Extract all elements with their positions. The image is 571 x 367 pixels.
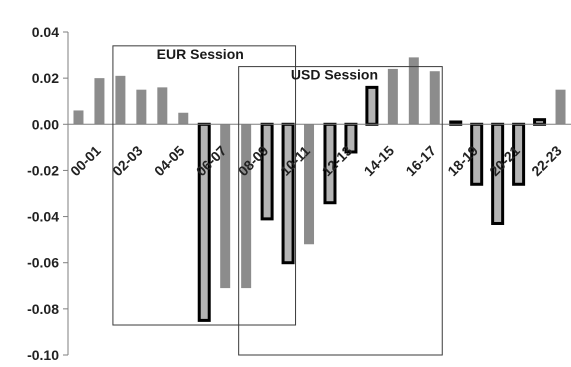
- x-tick-label: 22-23: [528, 142, 565, 179]
- y-tick-label: 0.00: [32, 116, 59, 132]
- x-tick-label: 14-15: [361, 142, 398, 179]
- bar-hour-00: [73, 110, 84, 125]
- bar-hour-23: [555, 89, 566, 125]
- bar-hour-05: [178, 112, 189, 125]
- session-label: USD Session: [291, 67, 378, 83]
- bar-hour-14: [365, 85, 379, 126]
- bar-hour-16: [408, 57, 419, 125]
- bar-hour-07: [220, 124, 231, 289]
- x-tick-label: 16-17: [402, 142, 439, 179]
- bar-hour-17: [429, 71, 440, 125]
- session-boxes: EUR Session USD Session: [112, 45, 443, 356]
- y-tick-label: -0.06: [27, 255, 59, 271]
- session-label: EUR Session: [157, 46, 244, 62]
- bar-hour-04: [157, 87, 168, 125]
- bar-hour-10: [281, 122, 295, 265]
- y-tick-label: -0.10: [27, 347, 59, 363]
- y-tick-label: -0.04: [27, 209, 59, 225]
- y-axis: 0.04 0.02 0.00 -0.02 -0.04 -0.06 -0.08 -0.10: [27, 24, 69, 363]
- bar-hour-08: [241, 124, 252, 289]
- x-tick-label: 00-01: [67, 142, 104, 179]
- bar-hour-22: [533, 118, 547, 126]
- y-tick-label: -0.02: [27, 162, 59, 178]
- bar-hour-09: [260, 122, 274, 221]
- y-tick-label: 0.02: [32, 70, 59, 86]
- y-tick-label: 0.04: [32, 24, 59, 40]
- bars: [73, 57, 566, 322]
- x-tick-label: 04-05: [151, 142, 188, 179]
- y-tick-label: -0.08: [27, 301, 59, 317]
- bar-hour-02: [115, 75, 126, 125]
- bar-hour-01: [94, 78, 105, 125]
- session-box-eur: [112, 45, 297, 326]
- x-tick-label: 02-03: [109, 142, 146, 179]
- session-box-usd: [238, 66, 443, 356]
- bar-hour-11: [304, 124, 315, 245]
- bar-hour-03: [136, 89, 147, 125]
- bar-hour-15: [387, 68, 398, 125]
